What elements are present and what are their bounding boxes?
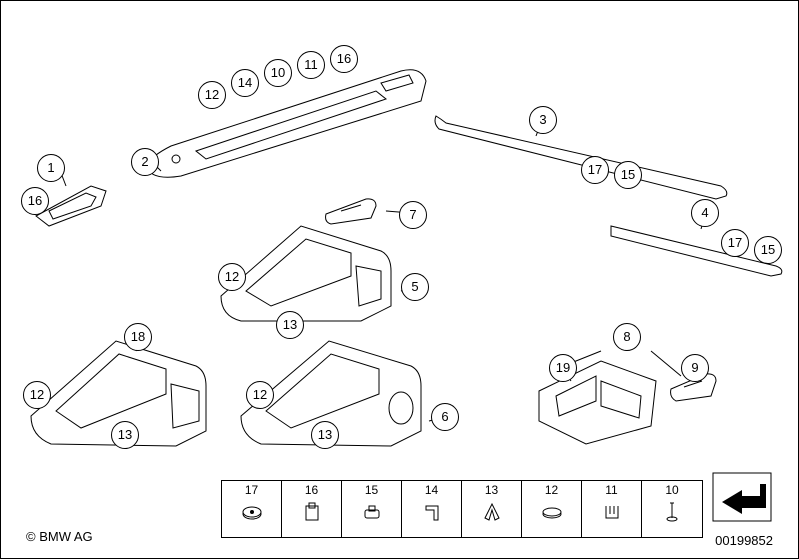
clip-u-icon [599, 499, 625, 525]
callout-9: 9 [681, 354, 709, 382]
callout-6: 6 [431, 403, 459, 431]
callout-12: 12 [246, 381, 274, 409]
copyright-text: © BMW AG [26, 529, 93, 544]
legend-cell-16: 16 [282, 481, 342, 537]
legend-row: 17 16 15 14 13 12 11 10 [221, 480, 703, 538]
callout-5: 5 [401, 273, 429, 301]
callout-17: 17 [581, 156, 609, 184]
callout-17: 17 [721, 229, 749, 257]
callout-16: 16 [330, 45, 358, 73]
callout-7: 7 [399, 201, 427, 229]
legend-cell-15: 15 [342, 481, 402, 537]
return-arrow-icon [712, 472, 772, 522]
document-number: 00199852 [715, 533, 773, 548]
callout-8: 8 [613, 323, 641, 351]
legend-number: 13 [485, 483, 498, 497]
pill-icon [539, 499, 565, 525]
callout-3: 3 [529, 106, 557, 134]
callout-12: 12 [198, 81, 226, 109]
disc-icon [239, 499, 265, 525]
legend-number: 11 [605, 483, 617, 497]
callout-19: 19 [549, 354, 577, 382]
legend-number: 10 [665, 483, 678, 497]
legend-number: 15 [365, 483, 378, 497]
wedge-icon [479, 499, 505, 525]
pin-icon [659, 499, 685, 525]
callout-4: 4 [691, 199, 719, 227]
callout-14: 14 [231, 69, 259, 97]
legend-cell-13: 13 [462, 481, 522, 537]
callout-2: 2 [131, 148, 159, 176]
leaders [1, 1, 799, 560]
legend-cell-17: 17 [222, 481, 282, 537]
clip-square-icon [299, 499, 325, 525]
callout-12: 12 [218, 263, 246, 291]
callout-15: 15 [614, 161, 642, 189]
callout-13: 13 [111, 421, 139, 449]
legend-cell-14: 14 [402, 481, 462, 537]
legend-number: 12 [545, 483, 558, 497]
legend-number: 14 [425, 483, 438, 497]
bracket-icon [419, 499, 445, 525]
callout-13: 13 [311, 421, 339, 449]
legend-cell-10: 10 [642, 481, 702, 537]
callout-1: 1 [37, 154, 65, 182]
legend-number: 16 [305, 483, 318, 497]
callout-10: 10 [264, 59, 292, 87]
legend-cell-12: 12 [522, 481, 582, 537]
callout-18: 18 [124, 323, 152, 351]
legend-number: 17 [245, 483, 258, 497]
callout-16: 16 [21, 187, 49, 215]
callout-12: 12 [23, 381, 51, 409]
socket-icon [359, 499, 385, 525]
callout-13: 13 [276, 311, 304, 339]
callout-11: 11 [297, 51, 325, 79]
callout-15: 15 [754, 236, 782, 264]
diagram-canvas: 1162121410111631715417151812131213712135… [0, 0, 799, 559]
legend-cell-11: 11 [582, 481, 642, 537]
